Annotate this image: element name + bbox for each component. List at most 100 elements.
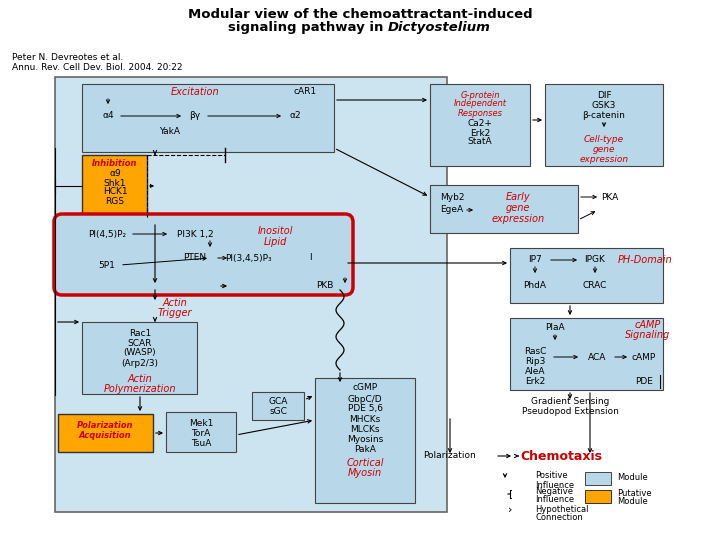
Text: Positive: Positive	[535, 471, 567, 481]
Text: PI(4,5)P₂: PI(4,5)P₂	[88, 230, 126, 239]
Text: Inositol: Inositol	[257, 226, 293, 236]
Text: Trigger: Trigger	[158, 308, 192, 318]
Text: Cell-type: Cell-type	[584, 134, 624, 144]
Text: RasC: RasC	[524, 348, 546, 356]
Text: IP7: IP7	[528, 255, 542, 265]
Text: PI(3,4,5)P₃: PI(3,4,5)P₃	[225, 253, 271, 262]
Text: HCK1: HCK1	[103, 187, 127, 197]
Text: gene: gene	[593, 145, 616, 153]
Text: 5P1: 5P1	[99, 260, 115, 269]
Text: Independent: Independent	[454, 99, 506, 109]
Bar	[82, 155, 147, 217]
Text: Dictyostelium: Dictyostelium	[388, 22, 491, 35]
Text: Connection: Connection	[535, 514, 582, 523]
Text: signaling pathway in: signaling pathway in	[228, 22, 388, 35]
Text: Gradient Sensing: Gradient Sensing	[531, 397, 609, 407]
Text: G-protein: G-protein	[460, 91, 500, 99]
Bar	[252, 392, 304, 420]
Text: Modular view of the chemoattractant-induced: Modular view of the chemoattractant-indu…	[188, 9, 532, 22]
Text: βγ: βγ	[189, 111, 201, 120]
Text: sGC: sGC	[269, 407, 287, 415]
Text: Ca2+: Ca2+	[467, 119, 492, 129]
Text: Cortical: Cortical	[346, 458, 384, 468]
Text: (Arp2/3): (Arp2/3)	[122, 359, 158, 368]
Text: MHCKs: MHCKs	[349, 415, 381, 423]
Text: AleA: AleA	[525, 367, 545, 375]
Text: Actin: Actin	[127, 374, 153, 384]
Text: ›: ›	[508, 505, 513, 515]
Text: Peter N. Devreotes et al.: Peter N. Devreotes et al.	[12, 52, 123, 62]
Text: cGMP: cGMP	[352, 383, 377, 393]
Bar	[510, 248, 663, 303]
Text: Chemotaxis: Chemotaxis	[520, 449, 602, 462]
Text: PDE: PDE	[635, 376, 653, 386]
Text: ACA: ACA	[588, 353, 606, 361]
Text: Mek1: Mek1	[189, 418, 213, 428]
Text: TorA: TorA	[192, 429, 211, 437]
Text: Putative: Putative	[617, 489, 652, 497]
Text: SCAR: SCAR	[128, 339, 152, 348]
Text: Erk2: Erk2	[525, 376, 545, 386]
Text: Inhibition: Inhibition	[92, 159, 138, 167]
Text: Myosins: Myosins	[347, 435, 383, 443]
Text: Acquisition: Acquisition	[78, 431, 131, 441]
Text: PhdA: PhdA	[523, 280, 546, 289]
Text: GbpC/D: GbpC/D	[348, 395, 382, 403]
Text: Module: Module	[617, 497, 648, 507]
Text: gene: gene	[506, 203, 530, 213]
Text: PH-Domain: PH-Domain	[618, 255, 672, 265]
Bar	[585, 472, 611, 485]
FancyBboxPatch shape	[54, 214, 353, 295]
Text: I: I	[309, 253, 311, 262]
Text: PI3K 1,2: PI3K 1,2	[176, 230, 213, 239]
Text: Module: Module	[617, 474, 648, 483]
Text: cAR1: cAR1	[294, 87, 317, 97]
Text: MLCKs: MLCKs	[350, 424, 379, 434]
Text: EgeA: EgeA	[441, 206, 464, 214]
Text: YakA: YakA	[160, 126, 181, 136]
Text: Pseudopod Extension: Pseudopod Extension	[521, 408, 618, 416]
Bar	[166, 412, 236, 452]
Text: Influence: Influence	[535, 481, 574, 489]
Text: Shk1: Shk1	[104, 179, 126, 187]
Text: Rac1: Rac1	[129, 328, 151, 338]
Text: DIF: DIF	[597, 91, 611, 99]
Text: RGS: RGS	[106, 198, 125, 206]
Text: Negative: Negative	[535, 487, 573, 496]
Text: Influence: Influence	[535, 496, 574, 504]
Text: α4: α4	[102, 111, 114, 120]
Text: cAMP: cAMP	[632, 353, 656, 361]
Text: expression: expression	[492, 214, 544, 224]
Bar	[430, 84, 530, 166]
Text: cAMP: cAMP	[635, 320, 661, 330]
Bar	[82, 84, 334, 152]
Text: (WASP): (WASP)	[124, 348, 156, 357]
Text: PakA: PakA	[354, 444, 376, 454]
Bar	[55, 77, 447, 512]
Text: GSK3: GSK3	[592, 100, 616, 110]
Bar	[430, 185, 578, 233]
Bar	[82, 322, 197, 394]
Bar	[510, 318, 663, 390]
Text: Annu. Rev. Cell Dev. Biol. 2004. 20:22: Annu. Rev. Cell Dev. Biol. 2004. 20:22	[12, 63, 182, 71]
Text: Rip3: Rip3	[525, 356, 545, 366]
Text: Myb2: Myb2	[440, 192, 464, 201]
Bar	[315, 378, 415, 503]
Text: Erk2: Erk2	[470, 129, 490, 138]
Text: α9: α9	[109, 170, 121, 179]
Text: PKA: PKA	[601, 192, 618, 201]
Text: TsuA: TsuA	[191, 438, 211, 448]
Text: Lipid: Lipid	[264, 237, 287, 247]
Text: StatA: StatA	[468, 138, 492, 146]
Text: Myosin: Myosin	[348, 468, 382, 478]
Text: IPGK: IPGK	[585, 255, 606, 265]
Bar	[585, 490, 611, 503]
Text: Excitation: Excitation	[171, 87, 220, 97]
Text: Signaling: Signaling	[626, 330, 670, 340]
Text: Actin: Actin	[163, 298, 187, 308]
Bar	[545, 84, 663, 166]
Text: Hypothetical: Hypothetical	[535, 504, 588, 514]
Text: β-catenin: β-catenin	[582, 111, 626, 119]
Text: PDE 5,6: PDE 5,6	[348, 404, 382, 414]
Text: PTEN: PTEN	[184, 253, 207, 262]
